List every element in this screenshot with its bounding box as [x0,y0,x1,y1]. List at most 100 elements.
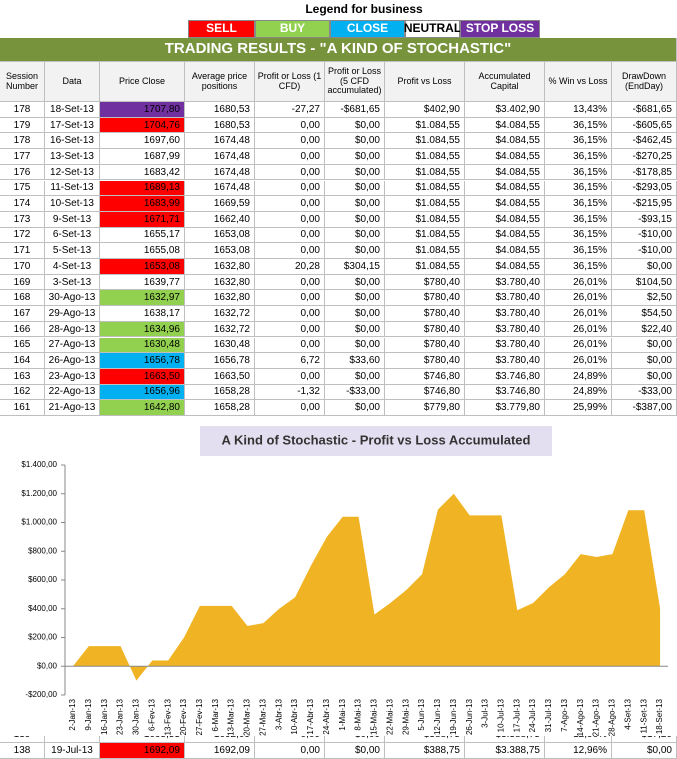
table-cell: 28-Ago-13 [45,321,100,338]
table-cell: $0,00 [325,196,385,212]
x-tick-label: 21-Ago-13 [592,698,601,736]
table-cell: 11-Set-13 [45,180,100,197]
x-tick-label: 4-Set-13 [623,698,632,729]
table-cell: $0,00 [325,164,385,181]
table-cell: -$605,65 [612,117,677,134]
table-cell: 36,15% [545,196,612,212]
table-cell: 23-Ago-13 [45,368,100,385]
table-cell: 167 [0,306,45,322]
x-tick-label: 17-Jul-13 [512,698,521,732]
table-cell: 6-Set-13 [45,227,100,244]
chart-title-box [200,426,552,456]
table-cell: -1,32 [255,384,325,401]
table-cell: $0,00 [325,368,385,385]
table-cell: 1632,80 [185,274,255,291]
table-cell: 163 [0,368,45,385]
table-cell: $0,00 [325,211,385,228]
table-cell: 138 [0,743,45,759]
table-cell: 16-Set-13 [45,133,100,150]
table-cell: $1.084,55 [385,211,465,228]
header-cell: % Win vs Loss [545,62,612,102]
table-cell: $0,00 [612,368,677,385]
banner: TRADING RESULTS - "A KIND OF STOCHASTIC" [0,38,677,62]
table-cell: 0,00 [255,274,325,291]
table-cell: 0,00 [255,211,325,228]
table-cell: $388,75 [385,743,465,759]
table-cell: 0,00 [255,743,325,759]
x-tick-label: 13-Fev-13 [163,698,172,735]
table-cell: -$33,00 [325,384,385,401]
table-cell: 36,15% [545,211,612,228]
table-cell: 1632,80 [185,290,255,307]
x-tick-label: 6-Fev-13 [147,698,156,731]
table-cell: 26,01% [545,290,612,307]
table-cell: 0,00 [255,133,325,150]
table-cell: -$93,15 [612,211,677,228]
table-cell: 0,00 [255,368,325,385]
table-cell: 164 [0,353,45,369]
x-tick-label: 31-Jul-13 [544,698,553,732]
table-cell: 178 [0,102,45,118]
x-tick-label: 24-Jul-13 [528,698,537,732]
table-cell: 162 [0,384,45,401]
table-cell: 172 [0,227,45,244]
table-cell: $4.084,55 [465,149,545,165]
table-cell: -$681,65 [325,102,385,118]
table-cell: 0,00 [255,227,325,244]
header-cell: Average price positions [185,62,255,102]
table-cell: $304,15 [325,259,385,275]
table-cell: 1658,28 [185,384,255,401]
legend-title: Legend for business [305,2,423,17]
table-cell: $0,00 [612,337,677,354]
table-cell: 21-Ago-13 [45,400,100,416]
table-cell: 1653,08 [185,243,255,259]
x-tick-label: 1-Mai-13 [338,698,347,730]
table-cell: $3.780,40 [465,337,545,354]
table-cell: 9-Set-13 [45,211,100,228]
table-cell: 169 [0,274,45,291]
table-cell: 1632,72 [185,306,255,322]
table-cell: $0,00 [325,149,385,165]
y-tick-label: $800,00 [28,546,57,555]
table-cell: 1680,53 [185,117,255,134]
table-cell: 171 [0,243,45,259]
table-cell: $0,00 [325,180,385,197]
x-tick-label: 13-Mar-13 [227,698,236,735]
table-cell: $780,40 [385,290,465,307]
table-cell: $780,40 [385,274,465,291]
table-cell: 4-Set-13 [45,259,100,275]
table-cell: $0,00 [325,400,385,416]
table-cell: $3.388,75 [465,743,545,759]
table-cell: 18-Set-13 [45,102,100,118]
table-cell: -$462,45 [612,133,677,150]
header-cell: Profit vs Loss [385,62,465,102]
price-close-cell: 1634,96 [100,321,185,338]
table-cell: 1669,59 [185,196,255,212]
table-cell: $1.084,55 [385,243,465,259]
table-cell: 1630,48 [185,337,255,354]
price-close-cell: 1671,71 [100,211,185,228]
table-cell: 1692,09 [185,743,255,759]
table-cell: $33,60 [325,353,385,369]
x-tick-label: 20-Fev-13 [179,698,188,735]
table-cell: 0,00 [255,180,325,197]
price-close-cell: 1639,77 [100,274,185,291]
table-cell: -$10,00 [612,243,677,259]
table-cell: $0,00 [325,243,385,259]
table-cell: 36,15% [545,133,612,150]
table-cell: 22-Ago-13 [45,384,100,401]
table-cell: 0,00 [255,337,325,354]
table-cell: 5-Set-13 [45,243,100,259]
y-tick-label: $400,00 [28,604,57,613]
price-close-cell: 1704,76 [100,117,185,134]
table-cell: -$293,05 [612,180,677,197]
table-cell: $4.084,55 [465,133,545,150]
x-tick-label: 6-Mar-13 [211,698,220,731]
table-cell: 25,99% [545,400,612,416]
header-cell: Session Number [0,62,45,102]
table-cell: $3.780,40 [465,353,545,369]
table-cell: $3.780,40 [465,274,545,291]
header-cell: Accumulated Capital [465,62,545,102]
table-cell: 0,00 [255,290,325,307]
table-cell: 170 [0,259,45,275]
